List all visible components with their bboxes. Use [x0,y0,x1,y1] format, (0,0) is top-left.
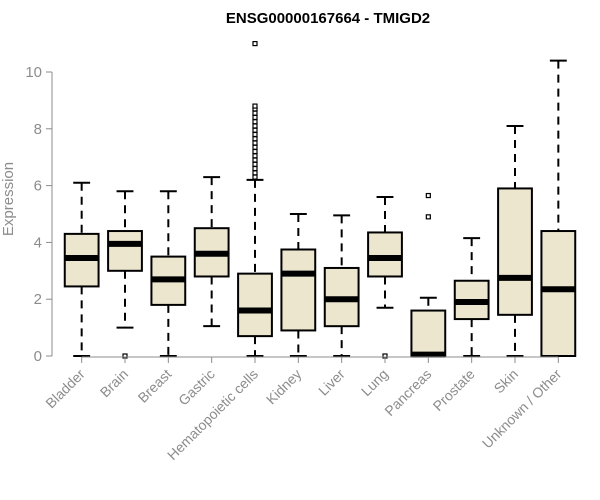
box [540,230,577,357]
box-group [323,214,360,357]
outlier-point [252,119,258,125]
outlier-point [252,114,258,121]
y-tick-label: 0 [34,348,42,365]
outlier-point [252,127,258,133]
outlier-point [252,153,258,159]
outlier-point [252,140,258,146]
outlier-point [252,157,258,163]
outlier-point [252,123,258,129]
y-axis: 0 2 4 6 8 10 [25,64,53,365]
box [280,248,317,332]
chart-title: ENSG00000167664 - TMIGD2 [226,10,430,27]
x-tick-label: Pancreas [381,366,434,419]
box-group [237,40,273,357]
box-group [193,176,230,328]
outlier-point [425,214,431,220]
box-series [63,40,577,359]
box-group [453,237,490,357]
x-tick-label: Prostate [430,366,478,414]
outlier-point [425,192,431,199]
box-group [497,124,533,357]
x-tick-label: Liver [315,366,348,399]
y-tick-label: 6 [34,178,42,195]
x-tick-label: Gastric [175,366,218,409]
x-tick-label: Skin [491,366,522,397]
outlier-point [252,40,258,47]
outlier-point [252,174,258,180]
box-group [150,190,187,357]
outlier-point [252,170,258,176]
x-tick-label: Bladder [42,366,88,412]
outlier-point [252,144,258,150]
outlier-point [252,131,258,138]
box-group [63,181,100,357]
box-group [540,59,577,357]
x-tick-label: Kidney [263,366,305,408]
y-axis-label: Expression [0,162,17,236]
box-group [280,213,317,357]
outlier-point [252,136,258,142]
box-group [107,190,143,359]
outlier-point [252,165,258,172]
box [367,231,403,278]
x-tick-label: Brain [97,366,131,400]
outlier-point [252,148,258,155]
box-group [410,192,447,358]
box [107,230,143,272]
x-tick-label: Unknown / Other [479,366,565,452]
box [497,187,533,316]
box [237,272,273,338]
y-tick-label: 4 [34,234,42,251]
outlier-point [252,110,258,116]
outlier-point [252,103,258,109]
x-tick-label: Lung [358,366,391,399]
y-tick-label: 2 [34,291,42,308]
y-tick-label: 10 [25,64,42,81]
x-tick-label: Breast [135,366,175,406]
outlier-point [252,161,258,167]
box [410,309,447,357]
box-group [367,195,403,359]
y-tick-label: 8 [34,121,42,138]
